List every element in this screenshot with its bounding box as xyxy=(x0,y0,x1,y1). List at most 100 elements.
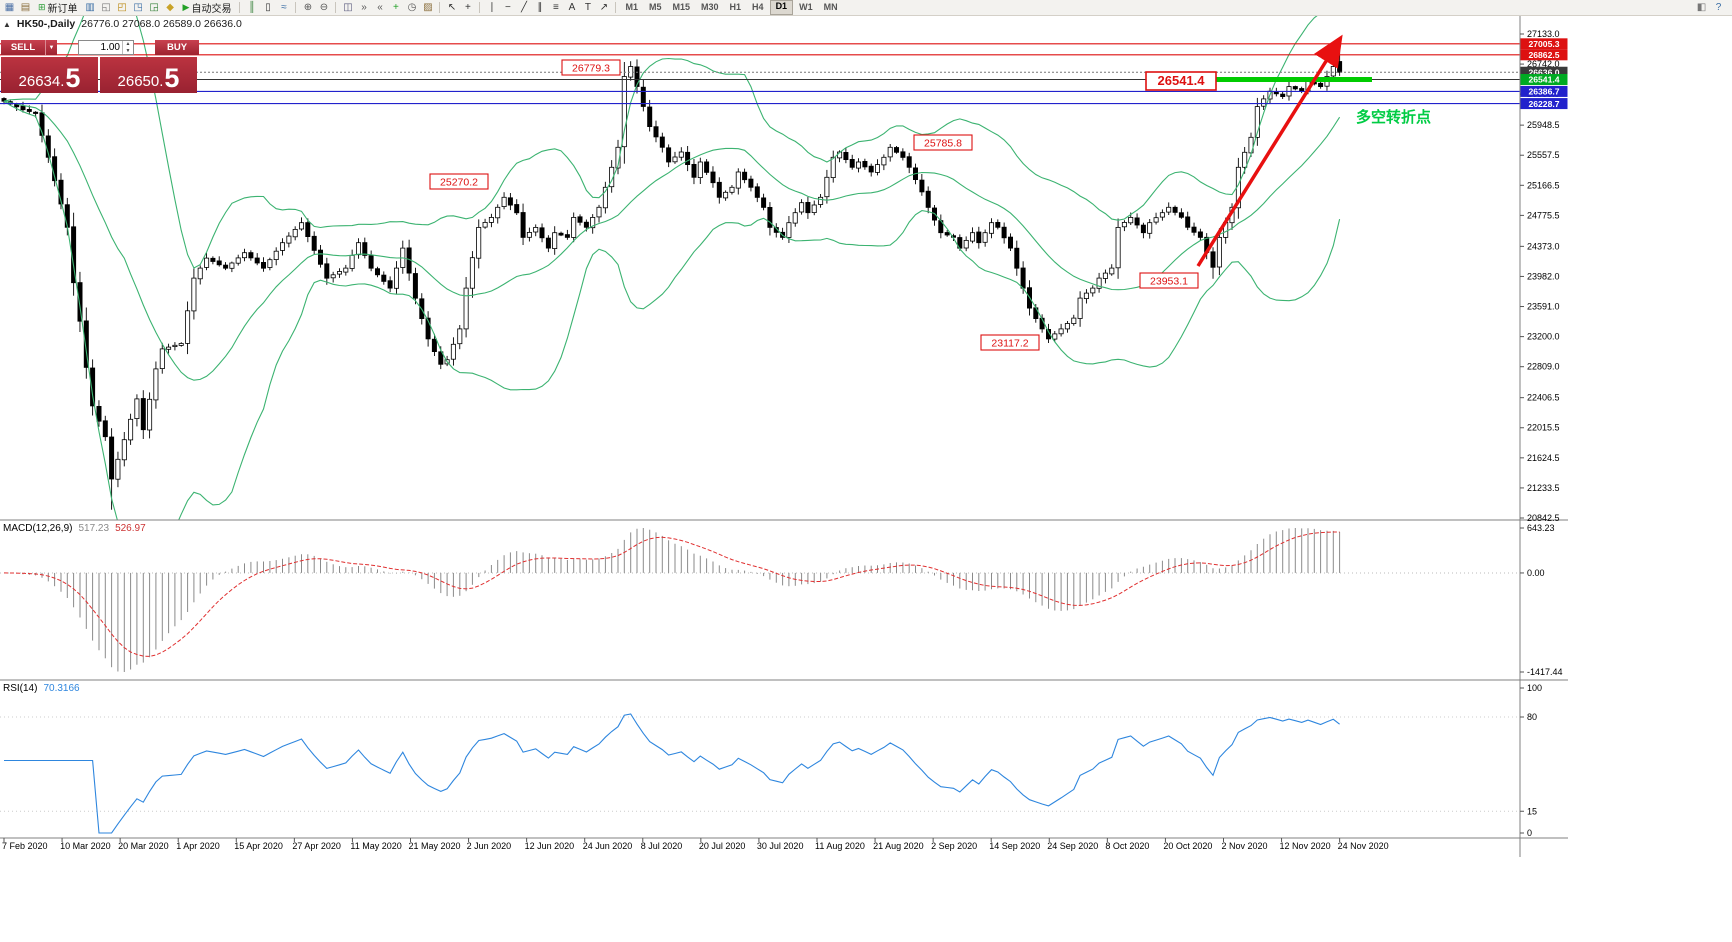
bollinger-bands xyxy=(3,16,1341,520)
equidistant-channel-icon[interactable]: ∥ xyxy=(537,2,543,13)
price-label-box[interactable] xyxy=(913,134,973,151)
toolbar-separator xyxy=(295,2,297,13)
sell-dropdown-icon[interactable]: ▼ xyxy=(45,40,57,55)
metaeditor-icon[interactable]: ◆ xyxy=(166,2,174,13)
price-line-badge xyxy=(1520,49,1568,61)
price-label-box[interactable] xyxy=(561,59,621,76)
price-tick-label: 26742.0 xyxy=(1527,59,1560,69)
toolbar-separator xyxy=(479,2,481,13)
terminal-icon[interactable]: ◳ xyxy=(133,2,143,13)
help-icon[interactable]: ? xyxy=(1715,2,1722,13)
rsi-label: RSI(14) 70.3166 xyxy=(3,683,80,694)
price-tick-label: 22015.5 xyxy=(1527,423,1560,433)
volume-decrease-button[interactable]: ▼ xyxy=(125,47,131,54)
text-tool-icon[interactable]: A xyxy=(568,2,576,13)
price-tick-label: 25166.5 xyxy=(1527,180,1560,190)
rsi-scale-label: 15 xyxy=(1527,806,1537,816)
price-chart-canvas[interactable]: 26779.3 25270.2 25785.8 23953.1 23117.2 26541… xyxy=(0,16,1600,857)
macd-indicator: 643.23 0.00 -1417.44 xyxy=(0,523,1563,677)
price-line-badge-text: 26386.7 xyxy=(1528,87,1559,97)
autotrading-button[interactable]: ▶ 自动交易 xyxy=(179,0,236,15)
date-label: 14 Sep 2020 xyxy=(989,841,1040,851)
timeframe-h4[interactable]: H4 xyxy=(752,2,764,12)
arrows-tool-icon[interactable]: ↗ xyxy=(599,2,609,13)
fibonacci-icon[interactable]: ≡ xyxy=(553,2,559,13)
date-label: 21 May 2020 xyxy=(408,841,460,851)
horizontal-lines[interactable] xyxy=(0,43,1520,105)
horizontal-line-icon[interactable]: − xyxy=(505,2,511,13)
timeframe-mn[interactable]: MN xyxy=(823,2,838,12)
volume-spinner: ▲ ▼ xyxy=(122,41,133,54)
price-tick-label: 23982.0 xyxy=(1527,271,1560,281)
volume-input[interactable] xyxy=(79,41,122,54)
indicators-icon[interactable]: + xyxy=(393,2,399,13)
one-click-panel-toggle[interactable]: ▲ xyxy=(3,19,11,29)
price-line-badge xyxy=(1520,66,1568,78)
auto-scroll-icon[interactable]: » xyxy=(361,2,367,13)
price-label-box[interactable] xyxy=(1139,272,1199,289)
price-tick-label: 25948.5 xyxy=(1527,120,1560,130)
vertical-line-icon[interactable]: ∣ xyxy=(489,2,495,13)
cursor-icon[interactable]: ↖ xyxy=(447,2,457,13)
templates-icon[interactable]: ▨ xyxy=(423,2,433,13)
price-tick-label: 24373.0 xyxy=(1527,241,1560,251)
buy-price-button[interactable]: 26650. 5 xyxy=(100,57,197,93)
timeframe-m30[interactable]: M30 xyxy=(701,2,719,12)
new-order-button-icon: ⊞ xyxy=(38,2,46,12)
rsi-scale-label: 0 xyxy=(1527,828,1532,838)
date-label: 15 Apr 2020 xyxy=(234,841,283,851)
strategy-tester-icon[interactable]: ◲ xyxy=(149,2,159,13)
bar-chart-icon[interactable]: ║ xyxy=(248,2,256,13)
timeframe-h1[interactable]: H1 xyxy=(729,2,742,12)
price-line-badge xyxy=(1520,98,1568,110)
line-chart-icon[interactable]: ≈ xyxy=(281,2,287,13)
toolbar-separator xyxy=(615,2,617,13)
main-chart-layer xyxy=(1,16,1343,520)
data-window-icon[interactable]: ◱ xyxy=(101,2,111,13)
sell-price-button[interactable]: 26634. 5 xyxy=(1,57,98,93)
timeframe-w1[interactable]: W1 xyxy=(799,2,813,12)
label-tool-icon[interactable]: T xyxy=(584,2,592,13)
price-tick-label: 22809.0 xyxy=(1527,362,1560,372)
navigator-icon[interactable]: ◰ xyxy=(117,2,127,13)
zoom-in-icon[interactable]: ⊕ xyxy=(303,2,313,13)
turning-point-note[interactable]: 多空转折点 xyxy=(1356,109,1432,126)
date-label: 21 Aug 2020 xyxy=(873,841,924,851)
trendline-icon[interactable]: ╱ xyxy=(520,2,527,13)
sell-button[interactable]: SELL xyxy=(1,40,45,55)
trend-arrow[interactable] xyxy=(1196,34,1343,267)
time-axis[interactable]: 7 Feb 2020 10 Mar 2020 20 Mar 2020 1 Apr 20… xyxy=(2,838,1389,851)
pivot-price-label-box[interactable] xyxy=(1145,71,1217,91)
new-order-button[interactable]: ⊞ 新订单 xyxy=(34,0,82,15)
periods-icon[interactable]: ◷ xyxy=(407,2,417,13)
chart-area: 26779.3 25270.2 25785.8 23953.1 23117.2 26541… xyxy=(0,16,1732,942)
macd-scale-min: -1417.44 xyxy=(1527,667,1563,677)
macd-name: MACD(12,26,9) xyxy=(3,523,73,534)
price-label-box[interactable] xyxy=(429,173,489,190)
date-label: 20 Mar 2020 xyxy=(118,841,169,851)
market-watch-icon[interactable]: ▥ xyxy=(85,2,95,13)
new-order-button-label: 新订单 xyxy=(47,4,78,15)
buy-button[interactable]: BUY xyxy=(155,40,199,55)
zoom-out-icon[interactable]: ⊖ xyxy=(319,2,329,13)
volume-increase-button[interactable]: ▲ xyxy=(125,41,131,47)
timeframe-m1[interactable]: M1 xyxy=(625,2,638,12)
chart-window-icon[interactable]: ▦ xyxy=(4,2,15,13)
price-label-box[interactable] xyxy=(980,334,1040,351)
macd-value-signal: 526.97 xyxy=(115,523,146,534)
timeframe-m15[interactable]: M15 xyxy=(672,2,691,12)
timeframe-d1[interactable]: D1 xyxy=(769,0,794,15)
date-label: 1 Apr 2020 xyxy=(176,841,220,851)
profile-icon[interactable]: ▤ xyxy=(20,2,31,13)
tile-windows-icon[interactable]: ◫ xyxy=(343,2,353,13)
toolbar-items: ▦ ▤ ⊞ 新订单 ▥ ◱ ◰ ◳ ◲ ◆ ▶ 自动交易 ║ ▯ ≈ ⊕ ⊖ ◫» «+ ◷ ▨ ↖ + ∣ − ╱ ∥ ≡ A T ↗ M1… xyxy=(2,0,843,15)
crosshair-icon[interactable]: + xyxy=(465,2,471,13)
macd-label: MACD(12,26,9) 517.23 526.97 xyxy=(3,523,146,534)
price-tick-label: 27133.0 xyxy=(1527,29,1560,39)
timeframe-m5[interactable]: M5 xyxy=(648,2,662,12)
chart-shift-icon[interactable]: « xyxy=(377,2,383,13)
docking-icon[interactable]: ◧ xyxy=(1696,2,1707,13)
candlestick-chart-icon[interactable]: ▯ xyxy=(265,2,271,13)
price-annotations[interactable]: 26779.3 25270.2 25785.8 23953.1 23117.2 26541… xyxy=(429,59,1217,351)
price-scale[interactable]: 27133.026742.026350.525948.525557.525166… xyxy=(1520,29,1568,523)
